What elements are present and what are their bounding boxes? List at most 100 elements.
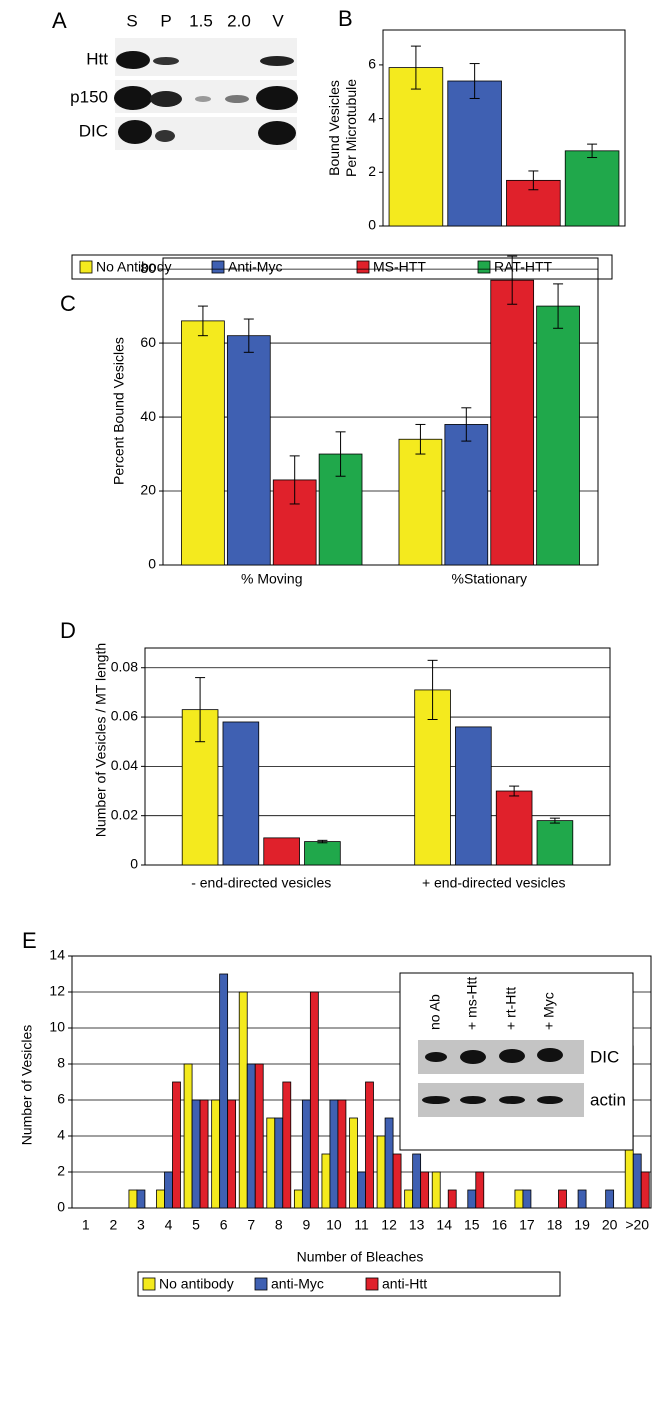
legend-swatch [366, 1278, 378, 1290]
x-tick-label: 12 [381, 1217, 397, 1233]
row-label: DIC [590, 1047, 619, 1066]
x-tick-label: 17 [519, 1217, 535, 1233]
y-tick-label: 80 [140, 260, 156, 276]
lane-label: 1.5 [189, 11, 213, 30]
x-tick-label: 1 [82, 1217, 90, 1233]
x-tick-label: 16 [492, 1217, 508, 1233]
legend-swatch [255, 1278, 267, 1290]
y-tick-label: 60 [140, 334, 156, 350]
lane-label: + rt-Htt [503, 987, 519, 1030]
band [155, 130, 175, 142]
bar [578, 1190, 586, 1208]
bar [385, 1118, 393, 1208]
bar [255, 1064, 263, 1208]
band [460, 1096, 486, 1104]
bar [192, 1100, 200, 1208]
bar [200, 1100, 208, 1208]
bar [393, 1154, 401, 1208]
bar [267, 1118, 275, 1208]
bar [181, 321, 224, 565]
y-tick-label: 40 [140, 408, 156, 424]
row-label: DIC [79, 121, 108, 140]
band [537, 1096, 563, 1104]
lane-label: V [272, 11, 284, 30]
bar [275, 1118, 283, 1208]
bar [310, 992, 318, 1208]
band [422, 1096, 450, 1104]
bar [322, 1154, 330, 1208]
bar [558, 1190, 566, 1208]
bar [227, 336, 270, 565]
bar [468, 1190, 476, 1208]
bar [184, 1064, 192, 1208]
y-tick-label: 0 [368, 217, 376, 233]
x-tick-label: 6 [220, 1217, 228, 1233]
y-axis-label: Per Microtubule [343, 79, 359, 177]
panel-letter: D [60, 618, 76, 643]
bar [523, 1190, 531, 1208]
x-axis-label: Number of Bleaches [297, 1249, 424, 1265]
legend-label: No Antibody [96, 259, 172, 275]
bar [405, 1190, 413, 1208]
legend-label: MS-HTT [373, 259, 426, 275]
band [114, 86, 152, 110]
bar [448, 1190, 456, 1208]
band [258, 121, 296, 145]
band [460, 1050, 486, 1064]
bar [338, 1100, 346, 1208]
bar [305, 842, 341, 865]
bar [137, 1190, 145, 1208]
x-tick-label: 11 [354, 1217, 369, 1233]
lane-label: + ms-Htt [464, 977, 480, 1030]
band [150, 91, 182, 107]
panel-letter: A [52, 8, 67, 33]
bar [641, 1172, 649, 1208]
legend-label: RAT-HTT [494, 259, 553, 275]
bar [633, 1154, 641, 1208]
bar [239, 992, 247, 1208]
lane-label: S [126, 11, 137, 30]
x-tick-label: 4 [165, 1217, 173, 1233]
bar [220, 974, 228, 1208]
band [425, 1052, 447, 1062]
bar [537, 821, 573, 865]
band [256, 86, 298, 110]
band [499, 1096, 525, 1104]
x-tick-label: 20 [602, 1217, 618, 1233]
x-tick-label: 9 [302, 1217, 310, 1233]
y-tick-label: 14 [49, 947, 65, 963]
bar [283, 1082, 291, 1208]
y-tick-label: 6 [368, 56, 376, 72]
bar [565, 151, 619, 226]
bar [358, 1172, 366, 1208]
bar [129, 1190, 137, 1208]
x-tick-label: % Moving [241, 571, 302, 587]
legend-swatch [80, 261, 92, 273]
y-axis-label: Bound Vesicles [326, 80, 342, 176]
bar [496, 791, 532, 865]
y-tick-label: 0 [57, 1199, 65, 1215]
bar [172, 1082, 180, 1208]
x-tick-label: 10 [326, 1217, 342, 1233]
band [116, 51, 150, 69]
bar [432, 1172, 440, 1208]
bar [350, 1118, 358, 1208]
x-tick-label: 15 [464, 1217, 480, 1233]
legend-swatch [357, 261, 369, 273]
bar [448, 81, 502, 226]
x-tick-label: + end-directed vesicles [422, 875, 566, 891]
x-tick-label: 18 [547, 1217, 563, 1233]
legend-label: anti-Htt [382, 1276, 427, 1292]
x-tick-label: 5 [192, 1217, 200, 1233]
bar [491, 280, 534, 565]
bar [455, 727, 491, 865]
bar [476, 1172, 484, 1208]
y-tick-label: 2 [57, 1163, 65, 1179]
legend-swatch [212, 261, 224, 273]
lane-label: P [160, 11, 171, 30]
bar [399, 439, 442, 565]
y-tick-label: 0.08 [111, 658, 138, 674]
panel-letter: B [338, 6, 353, 31]
panel-letter: E [22, 928, 37, 953]
y-axis-label: Number of Vesicles / MT length [93, 643, 109, 837]
